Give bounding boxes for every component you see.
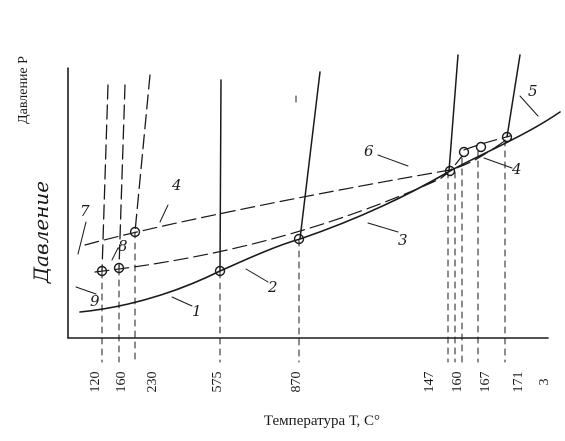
x-tick-575: 575 bbox=[210, 372, 225, 393]
leader-7 bbox=[77, 221, 87, 255]
dashed-line-120 bbox=[101, 84, 109, 272]
curve-2-dashed bbox=[94, 155, 463, 273]
curve-number-9: 9 bbox=[90, 292, 100, 310]
intersection-points bbox=[96, 131, 513, 277]
point-160b bbox=[458, 146, 470, 158]
solid-line-575 bbox=[219, 79, 222, 272]
x-tick-147: 147 bbox=[422, 372, 437, 393]
x-axis-title: Температура Т, С° bbox=[264, 413, 380, 429]
y-axis-handwritten-label: Давление bbox=[29, 181, 53, 284]
x-tick-160b: 160 bbox=[450, 372, 465, 393]
curve-number-7: 7 bbox=[80, 202, 90, 220]
solid-line-171 bbox=[506, 54, 521, 138]
dashed-line-230 bbox=[134, 74, 151, 233]
leader-lines bbox=[75, 95, 539, 307]
leader-4 bbox=[159, 204, 169, 223]
curve-4-dashed bbox=[84, 139, 507, 246]
leader-4b bbox=[483, 157, 513, 169]
point-160 bbox=[113, 262, 125, 274]
curve-number-5: 5 bbox=[528, 82, 538, 100]
curve-number-1: 1 bbox=[192, 302, 202, 320]
point-230 bbox=[129, 226, 141, 238]
leader-1 bbox=[171, 296, 193, 307]
y-axis-title: Давление Р bbox=[16, 56, 31, 124]
x-tick-230: 230 bbox=[145, 372, 160, 393]
point-167 bbox=[475, 141, 487, 153]
x-tick-171: 171 bbox=[511, 372, 526, 393]
solid-line-147 bbox=[448, 54, 459, 172]
x-tick-160: 160 bbox=[114, 372, 129, 393]
vertical-lines bbox=[101, 54, 521, 272]
x-tick-120: 120 bbox=[88, 372, 103, 393]
curve-number-8: 8 bbox=[118, 237, 128, 255]
curve-number-4: 4 bbox=[171, 176, 182, 194]
leader-2 bbox=[245, 268, 269, 283]
x-tick-labels: 120 160 230 575 870 147 160 167 171 3 bbox=[88, 372, 552, 393]
curve-number-4b: 4 bbox=[511, 160, 522, 178]
curve-6-dashed bbox=[463, 135, 511, 151]
x-tick-3: 3 bbox=[537, 379, 552, 386]
curve-numbers: 1 2 3 4 5 6 7 8 9 4 bbox=[80, 82, 538, 320]
leader-9 bbox=[75, 286, 97, 295]
point-575 bbox=[214, 265, 226, 277]
leader-8 bbox=[111, 247, 119, 261]
curve-number-2: 2 bbox=[267, 278, 278, 296]
point-147 bbox=[444, 165, 456, 177]
point-870 bbox=[293, 233, 305, 245]
drop-lines bbox=[101, 95, 506, 363]
leader-3 bbox=[367, 222, 399, 233]
x-tick-870: 870 bbox=[289, 372, 304, 393]
x-tick-167: 167 bbox=[478, 372, 493, 393]
curve-number-6: 6 bbox=[364, 142, 374, 160]
point-120 bbox=[96, 265, 108, 277]
axes bbox=[67, 67, 549, 339]
curves bbox=[79, 111, 561, 313]
curve-number-3: 3 bbox=[398, 231, 408, 249]
dashed-line-160 bbox=[118, 84, 126, 269]
solid-line-870 bbox=[299, 71, 321, 240]
point-171 bbox=[501, 131, 513, 143]
leader-6 bbox=[377, 154, 409, 167]
leader-5 bbox=[519, 95, 539, 117]
